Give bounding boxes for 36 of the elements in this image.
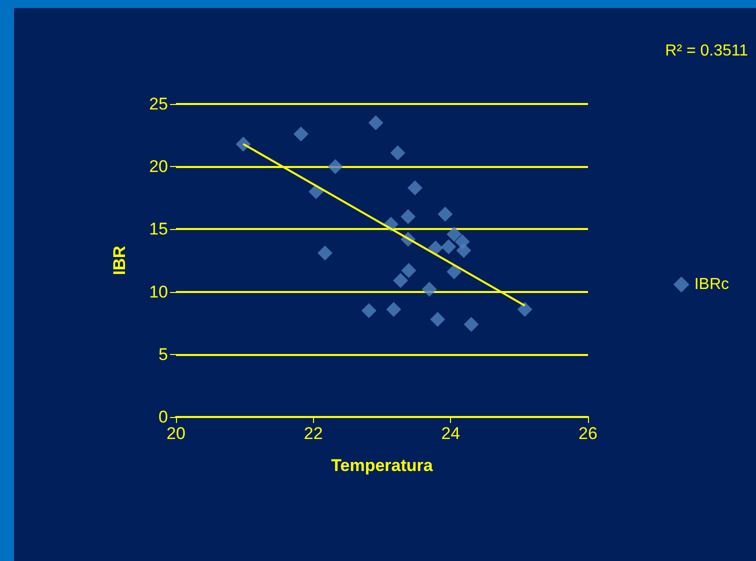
- point: [393, 273, 408, 288]
- point: [517, 302, 532, 317]
- y-tick-label: 15: [149, 220, 168, 239]
- y-tick-label: 25: [149, 94, 168, 114]
- point: [308, 184, 324, 200]
- point: [318, 245, 333, 260]
- x-tick-label: 24: [441, 424, 460, 443]
- point: [464, 316, 479, 332]
- point: [386, 302, 402, 317]
- point: [428, 240, 444, 256]
- legend-label: IBRc: [694, 276, 729, 293]
- text: R² = 0.3511: [665, 42, 748, 60]
- point: [368, 115, 384, 130]
- point: [446, 264, 462, 280]
- point: [400, 209, 416, 224]
- point: [390, 145, 406, 160]
- x-tick-label: 26: [578, 424, 598, 443]
- point: [293, 126, 308, 142]
- point: [407, 180, 422, 196]
- point: [422, 282, 437, 297]
- point: [236, 136, 251, 152]
- point: [361, 303, 376, 318]
- point: [446, 226, 462, 242]
- point: [456, 242, 472, 258]
- point: [328, 159, 343, 174]
- point: [441, 239, 456, 254]
- x-axis-title: Temperatura: [331, 456, 434, 475]
- point: [438, 206, 453, 222]
- point: [430, 312, 446, 327]
- x-tick-label: 22: [304, 424, 323, 443]
- point: [401, 263, 416, 278]
- y-axis-title: IBR: [110, 246, 129, 276]
- y-tick-label: 0: [158, 408, 168, 426]
- y-tick-label: 20: [149, 157, 168, 176]
- y-tick-label: 10: [149, 282, 168, 302]
- y-tick-label: 5: [158, 344, 168, 364]
